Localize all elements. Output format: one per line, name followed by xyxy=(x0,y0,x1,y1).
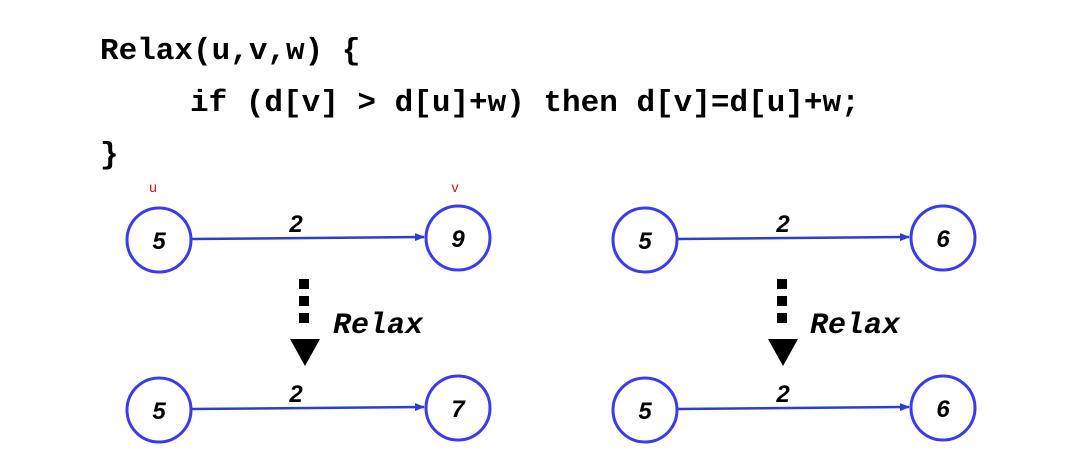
edge-weight: 2 xyxy=(775,211,790,238)
node-v: 6 xyxy=(909,204,977,272)
relax-label: Relax xyxy=(810,309,901,343)
code-line-3: } xyxy=(100,138,119,173)
relax-arrow-2: Relax xyxy=(768,279,901,366)
code-line-2: if (d[v] > d[u]+w) then d[v]=d[u]+w; xyxy=(190,86,860,121)
node-value: 5 xyxy=(638,228,652,255)
example-2-after: 2 5 6 xyxy=(611,374,977,444)
node-value: 7 xyxy=(451,396,466,423)
v-label: v xyxy=(452,179,459,195)
example-1-after: 2 5 7 xyxy=(125,374,492,444)
edge-weight: 2 xyxy=(775,381,790,408)
example-1-before: 2 5 9 xyxy=(125,204,492,274)
relax-label: Relax xyxy=(333,309,424,343)
dash xyxy=(299,296,309,306)
u-label: u xyxy=(149,179,157,195)
node-value: 5 xyxy=(152,228,166,255)
node-u: 5 xyxy=(611,376,679,444)
dash xyxy=(777,313,787,323)
edge-arrow xyxy=(190,233,425,242)
node-u: 5 xyxy=(611,206,679,274)
pseudocode: Relax(u,v,w) { if (d[v] > d[u]+w) then d… xyxy=(0,0,860,173)
node-u: 5 xyxy=(125,206,193,274)
node-value: 9 xyxy=(451,226,465,253)
code-line-1: Relax(u,v,w) { xyxy=(100,34,361,69)
edge-weight: 2 xyxy=(288,381,303,408)
arrowhead-icon xyxy=(768,339,798,366)
node-v: 9 xyxy=(424,204,492,272)
node-value: 6 xyxy=(936,396,950,423)
dash xyxy=(777,296,787,306)
dash xyxy=(777,279,787,289)
edge-arrow xyxy=(676,233,910,242)
node-value: 5 xyxy=(638,398,652,425)
node-v: 6 xyxy=(909,374,977,442)
node-value: 5 xyxy=(152,398,166,425)
node-u: 5 xyxy=(125,376,193,444)
node-v: 7 xyxy=(424,374,492,442)
relax-arrow-1: Relax xyxy=(290,279,424,366)
example-2-before: 2 5 6 xyxy=(611,204,977,274)
edge-weight: 2 xyxy=(288,211,303,238)
edge-arrow xyxy=(190,403,425,412)
arrowhead-icon xyxy=(290,339,320,366)
dash xyxy=(299,279,309,289)
edge-arrow xyxy=(676,403,910,412)
node-value: 6 xyxy=(936,226,950,253)
dash xyxy=(299,313,309,323)
